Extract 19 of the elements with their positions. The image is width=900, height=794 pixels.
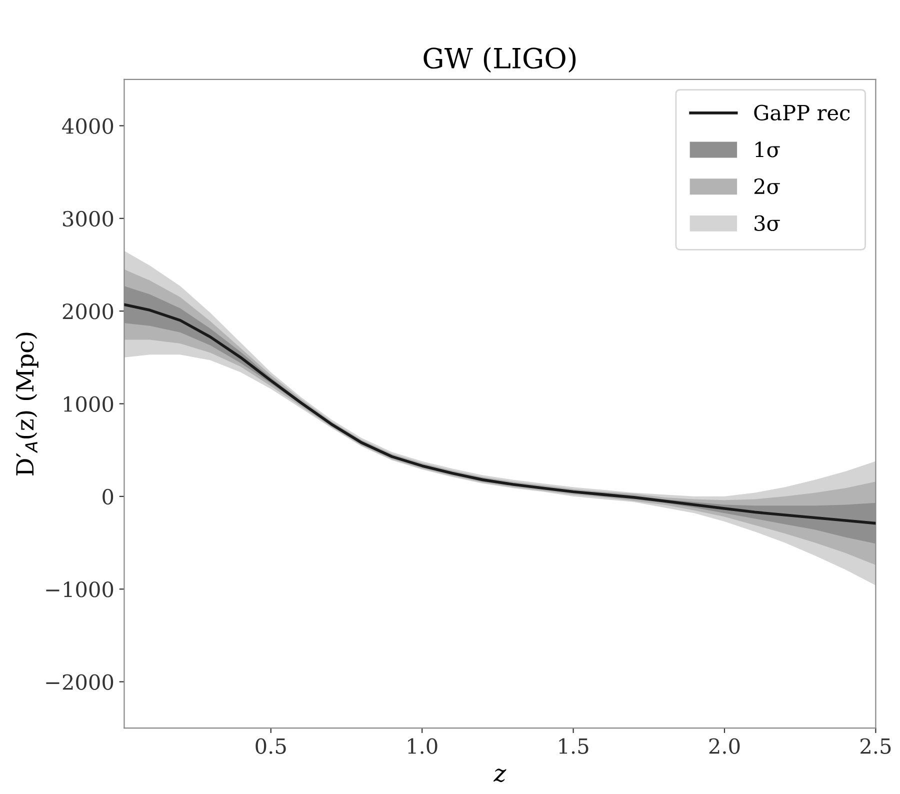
y-tick-label: 4000 (62, 118, 114, 134)
x-tick-label: 1.5 (559, 738, 588, 754)
legend-label: GaPP rec (754, 104, 850, 121)
x-axis-title: z (493, 768, 506, 782)
x-tick-label: 1.0 (408, 738, 438, 754)
y-tick-label: −2000 (46, 674, 114, 690)
y-tick-label: 1000 (64, 396, 114, 412)
legend-label: 2σ (754, 178, 780, 194)
y-tick-label: 2000 (62, 304, 114, 320)
x-tick-label: 2.0 (709, 738, 740, 754)
y-axis-title: D′$_{A}$(z) (Mpc) (16, 332, 38, 476)
y-tick-label: 0 (102, 488, 114, 505)
chart-title: GW (LIGO) (424, 47, 576, 73)
legend-label: 3σ (754, 215, 780, 232)
x-tick-label: 0.5 (256, 738, 286, 754)
y-tick-label: 3000 (63, 210, 114, 227)
legend-label: 1σ (756, 142, 780, 158)
y-tick-label: −1000 (46, 582, 114, 598)
x-tick-label: 2.5 (860, 738, 891, 754)
